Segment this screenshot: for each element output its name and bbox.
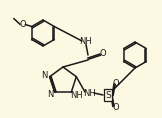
Text: N: N <box>41 71 48 80</box>
Text: O: O <box>100 48 106 57</box>
Text: O: O <box>113 103 119 112</box>
Text: O: O <box>19 20 26 29</box>
Text: NH: NH <box>80 36 92 46</box>
Text: N: N <box>48 90 54 99</box>
Text: NH: NH <box>83 88 95 97</box>
Text: O: O <box>113 78 119 88</box>
Text: NH: NH <box>70 91 83 100</box>
Text: S: S <box>105 91 111 99</box>
